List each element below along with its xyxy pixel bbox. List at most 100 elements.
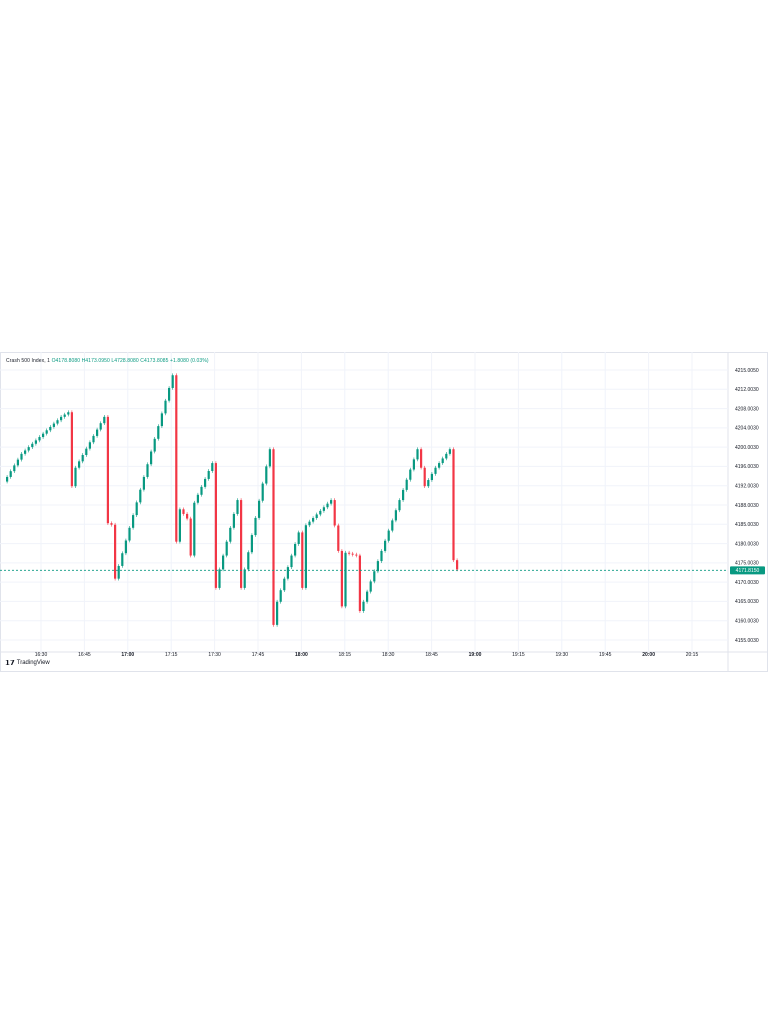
candle-down[interactable] <box>175 375 178 542</box>
candle-up[interactable] <box>16 459 19 466</box>
candle-up[interactable] <box>326 503 329 508</box>
candle-up[interactable] <box>427 480 430 487</box>
candle-up[interactable] <box>286 567 289 579</box>
candlestick-chart[interactable]: 4215.0050 4212.0030 4208.0030 4204.0030 4200… <box>0 352 768 672</box>
candle-up[interactable] <box>308 521 311 526</box>
candle-down[interactable] <box>106 416 109 524</box>
candle-down[interactable] <box>70 412 73 487</box>
candle-up[interactable] <box>225 541 228 556</box>
candle-down[interactable] <box>358 555 361 612</box>
candle-up[interactable] <box>229 527 232 542</box>
candle-up[interactable] <box>448 449 451 454</box>
candle-up[interactable] <box>254 517 257 536</box>
candle-up[interactable] <box>85 448 88 455</box>
candle-up[interactable] <box>405 479 408 490</box>
candle-up[interactable] <box>78 461 81 468</box>
candle-up[interactable] <box>369 581 372 592</box>
candle-up[interactable] <box>117 565 120 579</box>
candle-up[interactable] <box>243 569 246 588</box>
candle-up[interactable] <box>178 509 181 542</box>
candle-up[interactable] <box>434 467 437 474</box>
candle-down[interactable] <box>240 500 243 588</box>
candle-up[interactable] <box>207 471 210 479</box>
candle-up[interactable] <box>391 520 394 531</box>
candle-up[interactable] <box>124 540 127 554</box>
candle-up[interactable] <box>67 412 70 415</box>
candle-up[interactable] <box>13 465 16 472</box>
candle-up[interactable] <box>103 416 106 424</box>
candle-up[interactable] <box>279 590 282 602</box>
candle-up[interactable] <box>344 552 347 607</box>
candle-down[interactable] <box>337 525 340 551</box>
candle-up[interactable] <box>398 500 401 511</box>
candle-up[interactable] <box>81 454 84 462</box>
candle-up[interactable] <box>312 518 315 522</box>
candle-up[interactable] <box>394 510 397 521</box>
candle-up[interactable] <box>315 514 318 519</box>
candle-up[interactable] <box>283 578 286 591</box>
candle-up[interactable] <box>409 469 412 480</box>
candle-up[interactable] <box>31 443 34 448</box>
candle-up[interactable] <box>319 510 322 515</box>
candle-up[interactable] <box>153 438 156 452</box>
candle-up[interactable] <box>362 601 365 612</box>
candle-up[interactable] <box>121 553 124 566</box>
candle-down[interactable] <box>340 550 343 607</box>
candle-down[interactable] <box>351 553 354 555</box>
candle-up[interactable] <box>168 387 171 401</box>
candle-up[interactable] <box>290 555 293 568</box>
candle-up[interactable] <box>366 591 369 602</box>
candle-up[interactable] <box>261 483 264 501</box>
candle-up[interactable] <box>416 449 419 460</box>
candle-down[interactable] <box>110 523 113 525</box>
candle-up[interactable] <box>430 473 433 481</box>
candle-up[interactable] <box>63 414 66 417</box>
candle-up[interactable] <box>150 451 153 465</box>
candle-up[interactable] <box>142 476 145 490</box>
candle-up[interactable] <box>96 429 99 436</box>
candle-up[interactable] <box>218 569 221 588</box>
candle-up[interactable] <box>193 502 196 556</box>
candle-up[interactable] <box>164 400 167 414</box>
candle-up[interactable] <box>276 601 279 625</box>
candle-up[interactable] <box>445 453 448 459</box>
candle-up[interactable] <box>294 543 297 556</box>
candle-up[interactable] <box>45 430 48 434</box>
last-price-badge[interactable] <box>730 566 765 575</box>
candle-up[interactable] <box>92 435 95 443</box>
candle-up[interactable] <box>27 447 30 451</box>
candle-up[interactable] <box>160 413 163 427</box>
candle-up[interactable] <box>236 500 239 514</box>
candle-up[interactable] <box>441 458 444 464</box>
candle-up[interactable] <box>330 500 333 504</box>
candle-up[interactable] <box>99 423 102 430</box>
candle-up[interactable] <box>412 459 415 470</box>
candle-up[interactable] <box>211 463 214 472</box>
candle-up[interactable] <box>9 471 12 477</box>
candle-up[interactable] <box>265 466 268 484</box>
candle-up[interactable] <box>402 489 405 501</box>
candle-up[interactable] <box>232 513 235 528</box>
candle-up[interactable] <box>132 515 135 528</box>
candle-up[interactable] <box>322 507 325 511</box>
candle-up[interactable] <box>49 426 52 431</box>
candle-down[interactable] <box>182 509 185 514</box>
candle-down[interactable] <box>214 463 217 588</box>
candle-down[interactable] <box>348 552 351 554</box>
candle-up[interactable] <box>380 550 383 562</box>
candle-down[interactable] <box>420 449 423 468</box>
candle-up[interactable] <box>60 416 63 421</box>
candle-up[interactable] <box>200 486 203 495</box>
candle-up[interactable] <box>387 530 390 541</box>
candle-up[interactable] <box>146 464 149 477</box>
candle-up[interactable] <box>268 449 271 467</box>
chart-frame[interactable]: 4215.0050 4212.0030 4208.0030 4204.0030 4200… <box>0 352 768 672</box>
candle-up[interactable] <box>135 502 138 516</box>
candle-down[interactable] <box>456 560 459 570</box>
candle-up[interactable] <box>74 467 77 487</box>
tradingview-logo[interactable]: 𝟭𝟳 TradingView <box>5 659 50 667</box>
candle-up[interactable] <box>139 489 142 503</box>
candle-down[interactable] <box>333 500 336 526</box>
candle-up[interactable] <box>373 571 376 582</box>
candle-up[interactable] <box>196 494 199 503</box>
